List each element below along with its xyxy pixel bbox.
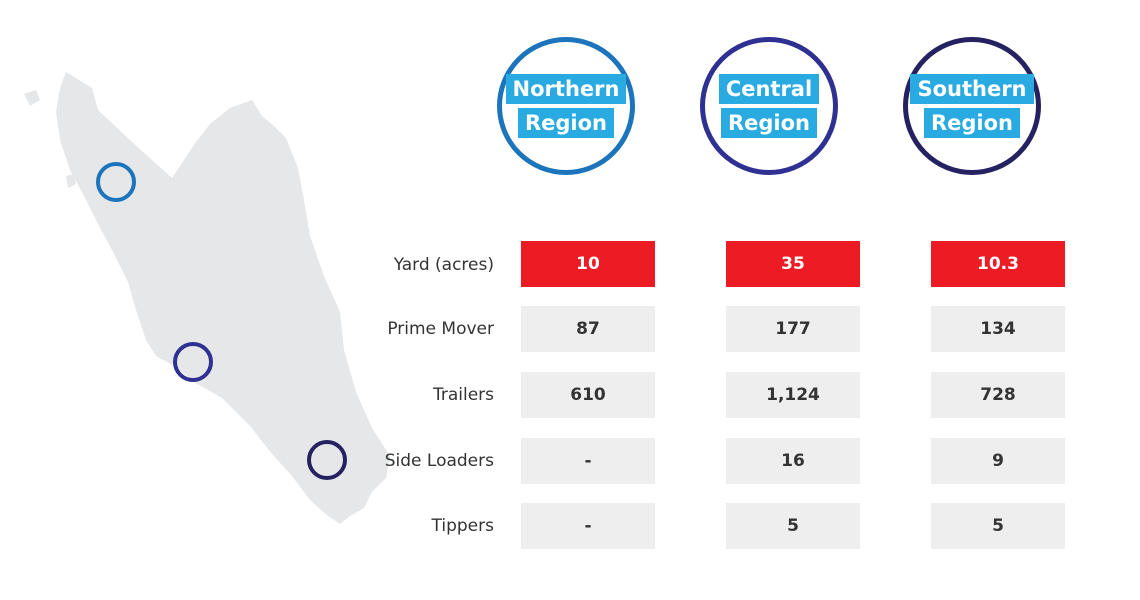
northern-region-circle: Northern Region <box>497 37 635 175</box>
row-label-tippers: Tippers <box>431 516 494 536</box>
region-title-line: Region <box>923 108 1020 138</box>
cell-tippers-southern: 5 <box>931 503 1065 549</box>
cell-tippers-northern: - <box>521 503 655 549</box>
cell-trailers-southern: 728 <box>931 372 1065 418</box>
central-region-title: Central Region <box>718 72 820 140</box>
region-title-line: Central <box>718 74 820 104</box>
central-region-circle: Central Region <box>700 37 838 175</box>
southern-region-marker <box>307 440 347 480</box>
row-label-prime-mover: Prime Mover <box>387 319 494 339</box>
cell-yard-central: 35 <box>726 241 860 287</box>
cell-trailers-central: 1,124 <box>726 372 860 418</box>
cell-prime-mover-southern: 134 <box>931 306 1065 352</box>
row-label-trailers: Trailers <box>432 385 494 405</box>
region-title-line: Region <box>517 108 615 138</box>
cell-prime-mover-central: 177 <box>726 306 860 352</box>
row-label-side-loaders: Side Loaders <box>384 451 494 471</box>
region-title-line: Region <box>720 108 818 138</box>
northern-region-marker <box>96 162 136 202</box>
row-label-yard: Yard (acres) <box>393 255 494 275</box>
cell-side-loaders-southern: 9 <box>931 438 1065 484</box>
cell-prime-mover-northern: 87 <box>521 306 655 352</box>
northern-region-title: Northern Region <box>505 72 627 140</box>
southern-region-circle: Southern Region <box>903 37 1041 175</box>
island <box>66 174 76 188</box>
cell-tippers-central: 5 <box>726 503 860 549</box>
island <box>24 90 40 106</box>
cell-yard-southern: 10.3 <box>931 241 1065 287</box>
region-title-line: Northern <box>505 74 627 104</box>
central-region-marker <box>173 342 213 382</box>
cell-side-loaders-central: 16 <box>726 438 860 484</box>
southern-region-title: Southern Region <box>910 72 1034 140</box>
cell-side-loaders-northern: - <box>521 438 655 484</box>
peninsula-map <box>24 72 390 524</box>
cell-trailers-northern: 610 <box>521 372 655 418</box>
region-title-line: Southern <box>910 74 1034 104</box>
cell-yard-northern: 10 <box>521 241 655 287</box>
peninsula-landmass <box>56 72 390 524</box>
